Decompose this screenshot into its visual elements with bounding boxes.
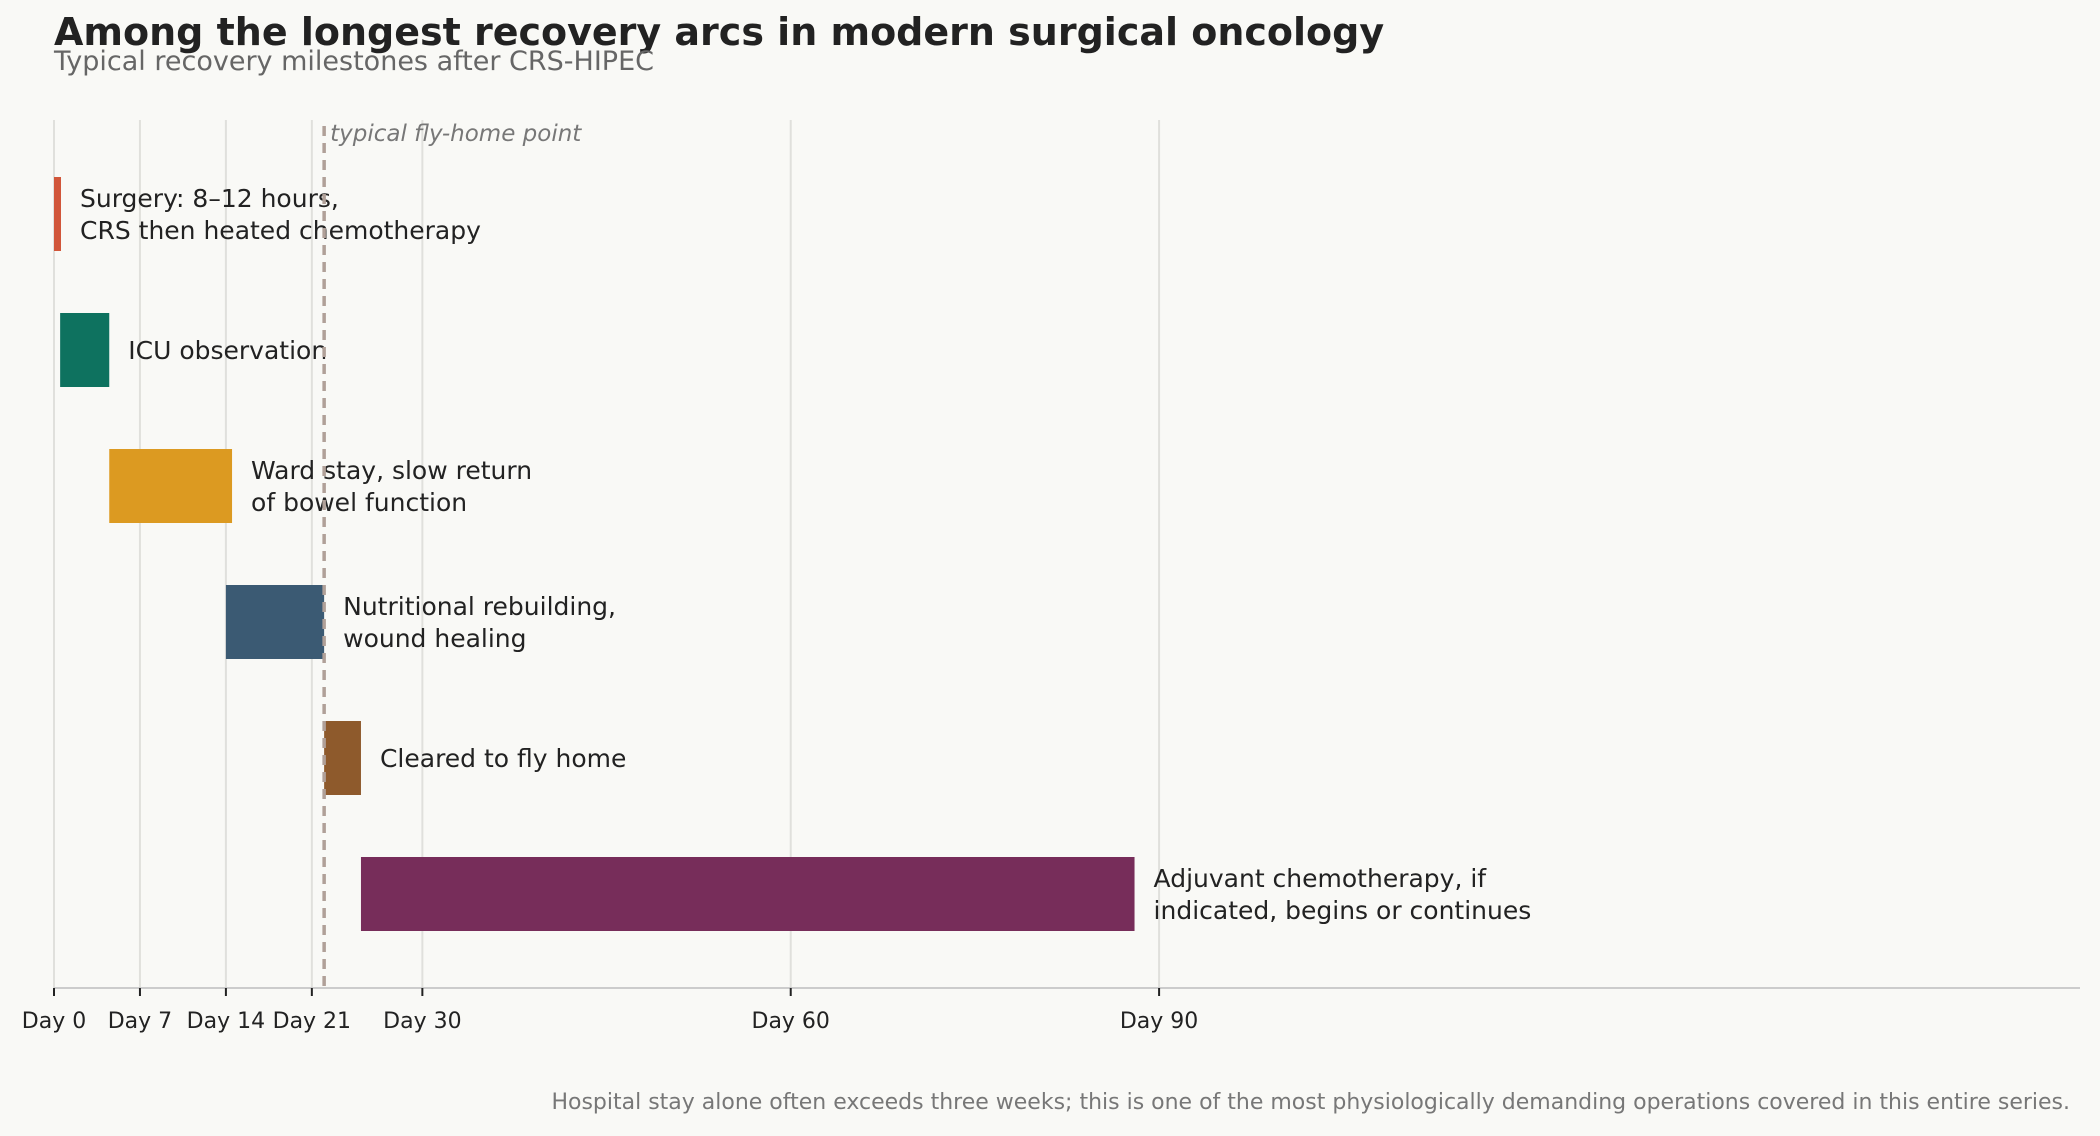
- x-tick-label: Day 21: [273, 1009, 351, 1034]
- bar-label: of bowel function: [251, 488, 467, 517]
- x-tick-label: Day 30: [383, 1009, 461, 1034]
- x-tick-label: Day 90: [1120, 1009, 1198, 1034]
- bar: [109, 449, 233, 523]
- x-axis-ticks: Day 0 Day 7 Day 14 Day 21 Day 30 Day 60 Day 90: [22, 988, 1198, 1034]
- gridlines: [53, 120, 1161, 988]
- bar-label: Adjuvant chemotherapy, if: [1154, 864, 1488, 893]
- bar: [225, 585, 325, 659]
- bar: [360, 857, 1135, 931]
- fly-home-label: typical fly-home point: [330, 121, 582, 147]
- bar-label: CRS then heated chemotherapy: [80, 216, 481, 245]
- chart-subtitle: Typical recovery milestones after CRS-HI…: [54, 46, 654, 77]
- bar: [324, 721, 361, 795]
- bar-label: Surgery: 8–12 hours,: [80, 184, 339, 213]
- x-tick-label: Day 14: [187, 1009, 265, 1034]
- bar-label: ICU observation: [128, 336, 327, 365]
- bar-label: Nutritional rebuilding,: [343, 592, 616, 621]
- x-tick-label: Day 0: [22, 1009, 86, 1034]
- x-tick-label: Day 7: [108, 1009, 172, 1034]
- bar: [60, 313, 110, 387]
- bar: [54, 177, 61, 251]
- bars: Surgery: 8–12 hours, CRS then heated chem…: [54, 177, 1531, 931]
- bar-label: wound healing: [343, 624, 526, 653]
- bar-label: Ward stay, slow return: [251, 456, 532, 485]
- fly-home-marker: typical fly-home point: [322, 121, 582, 988]
- chart-footnote: Hospital stay alone often exceeds three …: [551, 1090, 2070, 1115]
- x-tick-label: Day 60: [752, 1009, 830, 1034]
- bar-label: indicated, begins or continues: [1154, 896, 1532, 925]
- chart-title: Among the longest recovery arcs in moder…: [54, 10, 1385, 54]
- bar-label: Cleared to fly home: [380, 744, 626, 773]
